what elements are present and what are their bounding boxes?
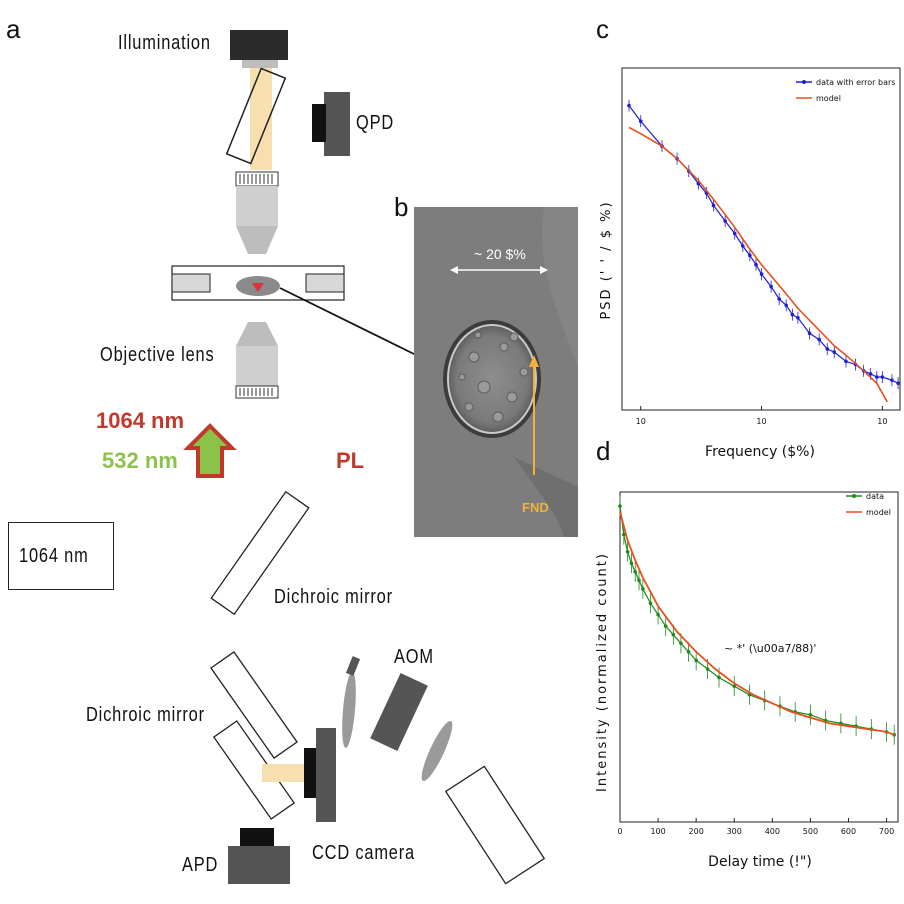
- panel-letter-c: c: [596, 14, 609, 44]
- lens-1: [342, 672, 356, 748]
- cell-micrograph: [414, 207, 578, 537]
- intensity-series-line-0: [619, 505, 895, 736]
- dichroic-mirror-label-1: Dichroic mirror: [274, 586, 393, 608]
- beam-splitter-top: [225, 67, 287, 165]
- psd-x-axis-label: Frequency ($%): [705, 444, 815, 460]
- psd-legend: data with error bars model: [796, 78, 895, 103]
- laser-1064-box: 1064 nm: [8, 522, 114, 590]
- ccd-camera-device: [316, 728, 336, 822]
- ccd-beam: [262, 764, 308, 782]
- wavelength-532-label: 532 nm: [102, 448, 178, 473]
- psd-x-tick-label: 10: [636, 417, 646, 426]
- laser-box-label: 1064 nm: [18, 544, 89, 567]
- dichroic-mirror-lower-a: [210, 651, 298, 759]
- objective-lens-label: Objective lens: [100, 344, 215, 366]
- aom-label: AOM: [394, 646, 434, 668]
- intensity-legend-model: model: [866, 508, 891, 517]
- optical-window: [444, 765, 546, 885]
- zoom-connector-line: [279, 287, 417, 356]
- intensity-x-tick-label: 700: [879, 827, 894, 836]
- apd-device: [228, 846, 290, 884]
- intensity-plot-frame: [619, 491, 899, 823]
- qpd-device: [324, 92, 350, 156]
- nanodiamond-marker: [252, 283, 264, 292]
- intensity-x-tick-label: 500: [803, 827, 818, 836]
- intensity-legend-data: data: [866, 492, 884, 501]
- lens-2: [421, 720, 453, 782]
- apd-label: APD: [182, 854, 219, 876]
- psd-legend-data: data with error bars: [816, 78, 895, 87]
- intensity-x-axis-label: Delay time (!"): [708, 854, 812, 870]
- intensity-x-tick-label: 0: [617, 827, 622, 836]
- ccd-camera-label: CCD camera: [312, 842, 415, 864]
- illumination-label: Illumination: [118, 32, 211, 54]
- psd-x-tick-label: 10: [756, 417, 766, 426]
- scale-bar-label: ~ 20 $%: [474, 246, 526, 262]
- intensity-y-axis-label: Intensity (normalized count): [595, 552, 610, 792]
- psd-legend-model: model: [816, 94, 841, 103]
- intensity-x-tick-label: 200: [689, 827, 704, 836]
- intensity-x-tick-label: 300: [727, 827, 742, 836]
- pl-label: PL: [336, 448, 365, 473]
- dichroic-mirror-middle: [210, 490, 310, 616]
- aom-device: [370, 673, 428, 751]
- intensity-legend: data model: [846, 492, 891, 517]
- fnd-label: FND: [522, 500, 549, 515]
- psd-x-tick-label: 10: [877, 417, 887, 426]
- laser-direction-arrow: [183, 423, 237, 478]
- intensity-x-tick-label: 600: [841, 827, 856, 836]
- intensity-series-line-1: [619, 511, 895, 736]
- setup-diagram: [171, 30, 546, 885]
- dichroic-mirror-lower-b: [212, 720, 296, 820]
- intensity-chart: 0 100 200 300 400 500 600 700 data model ~ *' (…: [595, 491, 899, 870]
- cell-body: [443, 320, 541, 438]
- illumination-lamp: [230, 30, 288, 60]
- panel-letter-a: a: [6, 14, 21, 44]
- psd-chart: 10 10 10 data with error bars model PSD ('…: [599, 67, 901, 460]
- intensity-x-tick-label: 400: [765, 827, 780, 836]
- dichroic-mirror-label-2: Dichroic mirror: [86, 704, 205, 726]
- panel-letter-d: d: [596, 436, 611, 466]
- psd-series-line-1: [628, 126, 888, 403]
- wavelength-1064-label: 1064 nm: [96, 408, 185, 433]
- psd-y-axis-label: PSD (' ' / $ %): [599, 200, 614, 319]
- intensity-annotation: ~ *' (\u00a7/88)': [724, 642, 816, 655]
- intensity-x-tick-label: 100: [650, 827, 665, 836]
- panel-letter-b: b: [394, 192, 409, 222]
- illumination-beam: [250, 68, 272, 170]
- qpd-label: QPD: [356, 112, 395, 134]
- psd-plot-frame: [621, 67, 901, 411]
